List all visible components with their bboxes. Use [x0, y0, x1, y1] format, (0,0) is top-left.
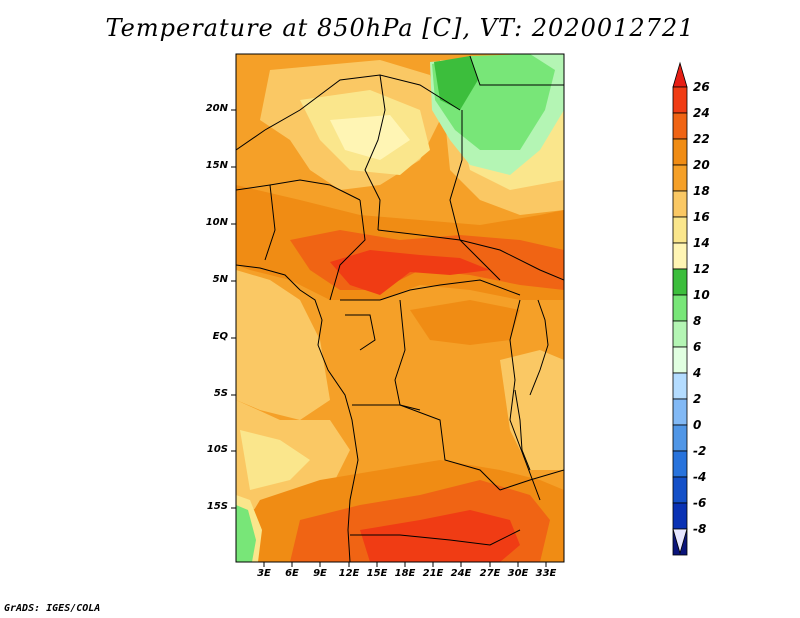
field-westcoast-18 — [236, 270, 330, 420]
colorbar-cell-16 — [672, 216, 688, 244]
x-label-6e: 6E — [285, 568, 299, 579]
cb-label-26: 26 — [693, 80, 710, 94]
y-label-10s: 10S — [206, 444, 228, 455]
colorbar-cell-10 — [672, 294, 688, 322]
cb-label-12: 12 — [693, 262, 710, 276]
x-label-33e: 33E — [535, 568, 557, 579]
y-label-15s: 15S — [206, 501, 228, 512]
cb-label-16: 16 — [693, 210, 710, 224]
x-label-27e: 27E — [479, 568, 501, 579]
cb-label-24: 24 — [693, 106, 710, 120]
colorbar-cell-18 — [672, 190, 688, 218]
colorbar-cell-12 — [672, 268, 688, 296]
y-ticks — [231, 109, 236, 509]
colorbar-cells — [672, 86, 688, 556]
cb-label-4: 4 — [693, 366, 702, 380]
cb-label-m2: -2 — [693, 444, 707, 458]
border-chad-sudan — [449, 110, 501, 281]
colorbar-cell-20 — [672, 164, 688, 192]
border-benin-nigeria — [264, 184, 276, 261]
cb-label-m4: -4 — [693, 470, 707, 484]
y-label-5s: 5S — [213, 388, 228, 399]
cb-label-6: 6 — [693, 340, 702, 354]
x-label-21e: 21E — [422, 568, 444, 579]
cb-label-22: 22 — [693, 132, 710, 146]
cb-label-8: 8 — [693, 314, 702, 328]
field-central-26 — [330, 250, 490, 295]
x-label-30e: 30E — [507, 568, 529, 579]
lake-victoria-shore — [529, 299, 549, 396]
border-zambia — [499, 469, 564, 491]
border-nigeria-north — [236, 179, 361, 201]
colorbar-cell--2 — [672, 450, 688, 478]
cb-label-2: 2 — [693, 392, 702, 406]
border-car-north — [377, 229, 564, 281]
grads-credit: GrADS: IGES/COLA — [4, 603, 101, 614]
colorbar-cell-14 — [672, 242, 688, 270]
y-label-eq: EQ — [212, 331, 228, 342]
x-label-24e: 24E — [450, 568, 472, 579]
border-car-south — [340, 279, 521, 301]
lake-tanganyika — [514, 389, 531, 471]
temperature-field — [236, 54, 564, 562]
x-ticks — [263, 562, 547, 567]
colorbar-cell-24 — [672, 112, 688, 140]
x-label-12e: 12E — [338, 568, 360, 579]
cb-label-18: 18 — [693, 184, 710, 198]
y-label-5n: 5N — [212, 274, 228, 285]
map-frame — [235, 53, 565, 563]
y-label-15n: 15N — [205, 160, 228, 171]
colorbar-cell-0 — [672, 424, 688, 452]
west-coastline — [236, 264, 359, 562]
y-label-10n: 10N — [205, 217, 228, 228]
colorbar-top-arrow — [672, 61, 688, 88]
colorbar-cell-8 — [672, 320, 688, 348]
field-southwest-16 — [240, 430, 310, 490]
field-equator-22 — [410, 300, 520, 345]
sahara-border-north — [236, 74, 461, 151]
x-label-3e: 3E — [257, 568, 271, 579]
border-congo — [394, 299, 421, 411]
border-east-lakes — [509, 299, 541, 501]
country-borders — [236, 55, 564, 562]
cb-label-14: 14 — [693, 236, 710, 250]
map-title: Temperature at 850hPa [C], VT: 202001272… — [105, 14, 695, 42]
border-egypt — [469, 55, 564, 86]
border-namibia-north — [350, 529, 521, 546]
cb-label-0: 0 — [693, 418, 702, 432]
x-label-9e: 9E — [313, 568, 327, 579]
colorbar-cell-22 — [672, 138, 688, 166]
colorbar-cell--6 — [672, 502, 688, 530]
border-angola-drc — [352, 404, 501, 491]
colorbar-cell-26 — [672, 86, 688, 114]
border-chad-niger — [364, 74, 386, 231]
colorbar-cell--4 — [672, 476, 688, 504]
x-label-18e: 18E — [394, 568, 416, 579]
field-southwest-coast-10 — [236, 505, 256, 562]
x-label-15e: 15E — [366, 568, 388, 579]
field-northeast-12 — [434, 56, 478, 110]
cb-label-20: 20 — [693, 158, 710, 172]
cb-label-m8: -8 — [693, 522, 707, 536]
cb-label-m6: -6 — [693, 496, 707, 510]
field-south-26 — [360, 510, 520, 562]
field-north-14 — [330, 115, 410, 160]
colorbar-cell-2 — [672, 398, 688, 426]
colorbar-cell-4 — [672, 372, 688, 400]
cb-label-10: 10 — [693, 288, 710, 302]
colorbar — [672, 61, 688, 556]
colorbar-bottom-arrow — [672, 528, 688, 555]
field-eastlakes-18 — [500, 350, 564, 470]
border-cameroon — [329, 199, 366, 301]
border-gabon — [345, 314, 376, 351]
colorbar-cell-6 — [672, 346, 688, 374]
y-label-20n: 20N — [205, 103, 228, 114]
